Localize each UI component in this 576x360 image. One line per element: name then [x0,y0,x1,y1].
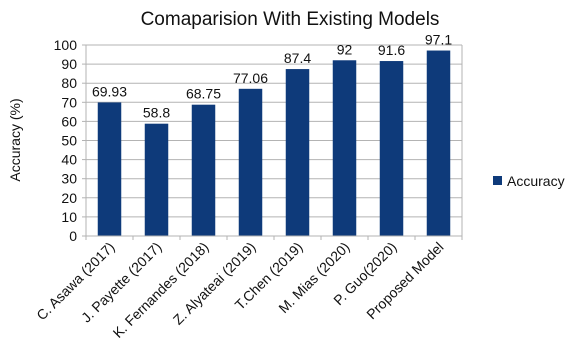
y-tick-label: 60 [61,113,77,129]
y-tick-label: 100 [54,37,78,53]
y-tick-label: 30 [61,171,77,187]
y-tick-label: 20 [61,190,77,206]
data-label: 92 [337,41,353,57]
y-axis-title: Accuracy (%) [7,98,23,181]
data-label: 87.4 [284,50,311,66]
data-label: 97.1 [425,32,452,48]
y-tick-label: 50 [61,133,77,149]
chart-title: Comaparision With Existing Models [141,9,440,30]
legend-swatch [493,176,502,185]
y-tick-label: 70 [61,94,77,110]
gridlines [86,44,462,237]
x-category-label: J. Payette (2017) [78,239,165,326]
data-label: 91.6 [378,42,405,58]
legend-label: Accuracy [507,173,565,189]
data-label: 69.93 [92,83,127,99]
y-tick-label: 10 [61,209,77,225]
y-tick-label: 40 [61,152,77,168]
y-tick-label: 0 [69,228,77,244]
x-category-label: C. Asawa (2017) [33,239,117,323]
data-label: 77.06 [233,70,268,86]
legend: Accuracy [493,173,565,189]
y-tick-label: 90 [61,56,77,72]
y-tick-label: 80 [61,75,77,91]
bar [426,50,451,236]
data-label: 58.8 [143,105,170,121]
bar [97,102,122,236]
x-category-label: Z. Alyateai (2019) [170,239,259,328]
bar [238,88,263,236]
bar [379,61,404,236]
data-label: 68.75 [186,86,221,102]
bar [332,60,357,236]
bar [191,104,216,236]
bars: 69.93 58.8 68.75 77.06 87.4 92 91.6 97.1 [92,32,452,236]
bar [144,123,169,236]
bar [285,69,310,236]
